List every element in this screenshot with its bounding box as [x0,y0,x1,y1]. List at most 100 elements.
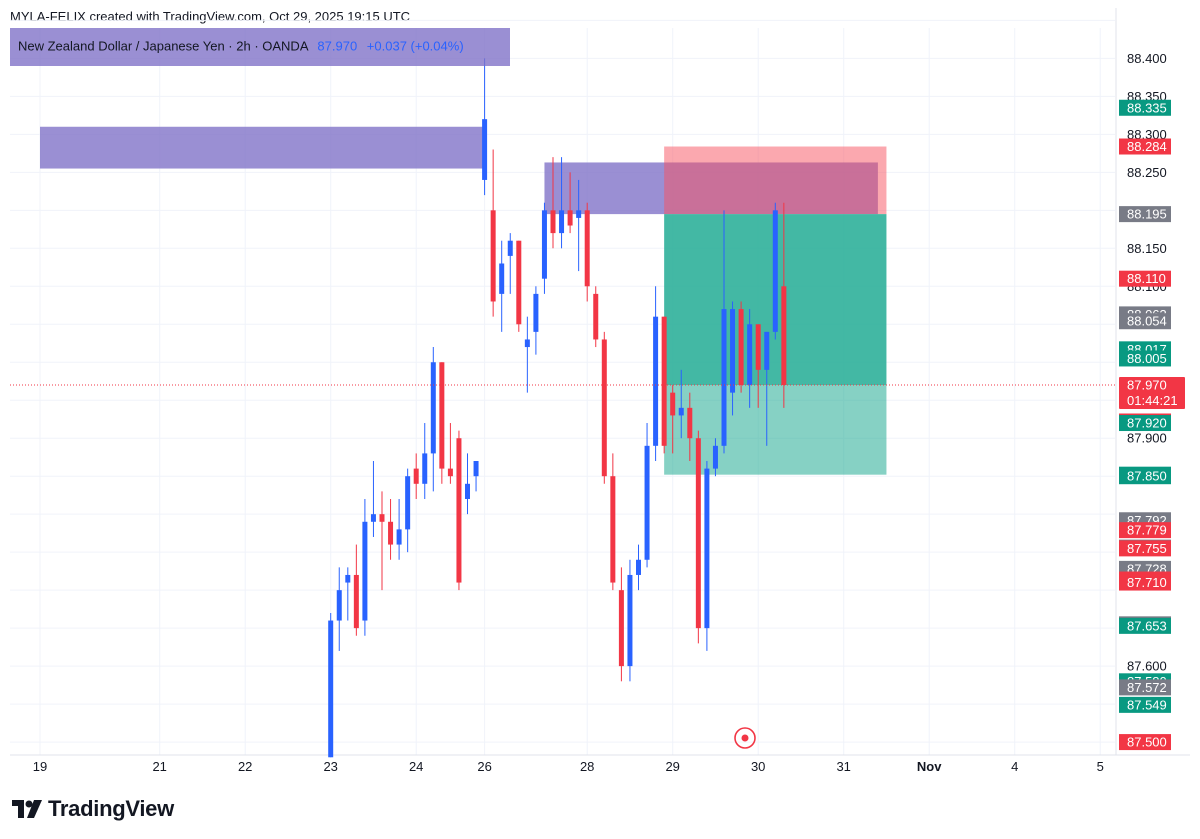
price-tag [1119,270,1171,287]
time-scale-label: 29 [665,759,679,774]
replay-button[interactable] [734,727,756,749]
candle-body [362,521,368,621]
price-tag-value: 87.850 [1127,469,1167,484]
candle-body [567,210,573,226]
candle-body [755,324,761,370]
price-tag [1119,522,1171,539]
candle-body [559,210,565,234]
candle-body [593,293,599,340]
price-tag [1119,415,1171,432]
price-scale-label: 88.150 [1127,241,1167,256]
time-scale[interactable]: 19 21 22 23 24 26 28 29 30 31 Nov 4 5 [33,759,1104,774]
candle-body [636,559,641,575]
time-scale-label: 19 [33,759,47,774]
candle-body [764,331,770,370]
candle-body [422,453,428,484]
bar-countdown: 01:44:21 [1127,393,1178,408]
candle-body [473,461,479,477]
price-tag-value: 87.549 [1127,697,1167,712]
brand-name: TradingView [48,796,174,821]
candle-body [413,468,419,484]
price-tag-value: 88.054 [1127,314,1167,329]
price-tag [1119,313,1171,330]
price-tag [1119,617,1171,634]
price-tag [1119,696,1171,713]
legend-background [10,28,510,66]
candle-body [430,362,436,454]
price-tags: 88.33588.28488.19588.11088.06388.05488.0… [1119,99,1185,751]
candle-body [584,210,590,287]
candle-body [721,309,727,446]
supply-zone [40,126,485,169]
candle-body [405,476,411,530]
candle-body [678,407,684,416]
candle-body [653,316,659,446]
price-tag [1119,679,1171,696]
price-tag [1119,468,1171,485]
grid [10,8,1190,756]
legend-symbol: New Zealand Dollar / Japanese Yen · 2h ·… [18,39,309,54]
time-scale-label: 5 [1097,759,1104,774]
candle-body [576,210,582,218]
time-scale-label: 30 [751,759,765,774]
legend-price: 87.970 [317,39,357,54]
candle-body [516,240,522,325]
price-scale-label: 88.250 [1127,165,1167,180]
candle-body [379,514,385,522]
time-scale-label: 28 [580,759,594,774]
time-scale-label: 4 [1011,759,1018,774]
price-scale[interactable]: 88.40088.35088.30088.25088.15088.10087.9… [1127,51,1167,674]
candle-body [524,339,530,348]
price-tag-value: 88.284 [1127,139,1167,154]
candle-body [328,620,334,758]
price-tag-value: 87.710 [1127,575,1167,590]
take-profit-zone [664,385,887,475]
price-tag [1119,206,1171,223]
current-price-tag [1119,377,1185,410]
candle-body [781,286,787,386]
candle-body [345,574,351,583]
time-scale-label: 21 [152,759,166,774]
price-tag [1119,540,1171,557]
candle-body [644,445,650,560]
candle-body [687,407,693,439]
price-tag-value: 88.110 [1127,271,1166,286]
time-scale-label: 22 [238,759,252,774]
candle-body [627,574,633,667]
candle-body [695,438,701,629]
candle-body [482,119,488,180]
candle-body [533,293,539,332]
price-scale-label: 87.900 [1127,431,1167,446]
price-tag [1119,99,1171,116]
price-scale-label: 88.400 [1127,51,1167,66]
legend-panel: New Zealand Dollar / Japanese Yen · 2h ·… [10,28,510,66]
candle-body [670,392,676,416]
candle-body [550,210,556,234]
replay-icon [734,727,756,749]
price-scale-label: 88.300 [1127,127,1167,142]
time-scale-label: Nov [917,759,942,774]
candle-body [499,263,505,294]
time-scale-label: 24 [409,759,423,774]
price-tag-value: 87.779 [1127,523,1167,538]
price-tag [1119,350,1171,367]
candle-body [730,309,736,393]
price-tag [1119,734,1171,751]
candle-body [447,468,453,477]
legend-line: New Zealand Dollar / Japanese Yen · 2h ·… [18,39,464,54]
candle-body [541,210,547,279]
candle-body [490,210,496,302]
price-tag-value: 88.195 [1127,207,1167,222]
tradingview-logo: TradingView [12,796,174,822]
time-scale-label: 26 [477,759,491,774]
price-tag [1119,138,1171,155]
candle-body [618,590,624,667]
tradingview-logo-icon [12,800,42,818]
candle-body [610,476,616,583]
candle-body [738,309,744,386]
candle-body [396,529,402,545]
candle-body [772,210,778,332]
price-tag-value: 87.653 [1127,618,1167,633]
candle-body [370,514,376,522]
